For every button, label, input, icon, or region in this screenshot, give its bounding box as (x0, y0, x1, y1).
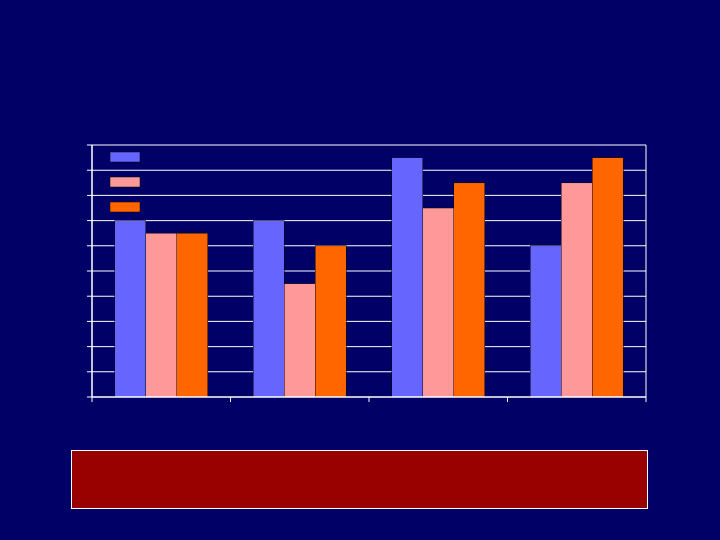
bar-series-3-category-1 (176, 232, 208, 398)
bars (114, 157, 624, 398)
bar-series-1-category-3 (391, 157, 423, 398)
bar-series-1-category-4 (530, 245, 562, 398)
bar-series-1-category-1 (114, 220, 146, 398)
legend-swatch-1 (109, 151, 141, 163)
legend-swatch-3 (109, 201, 141, 213)
bar-series-3-category-4 (592, 157, 624, 398)
bar-series-3-category-2 (315, 245, 347, 398)
bar-series-2-category-1 (145, 232, 177, 398)
bar-series-2-category-4 (561, 182, 593, 398)
bar-series-3-category-3 (453, 182, 485, 398)
caption-box (71, 450, 648, 509)
axes (87, 144, 647, 402)
bar-series-2-category-2 (284, 283, 316, 398)
legend (109, 151, 141, 213)
legend-swatch-2 (109, 176, 141, 188)
bar-series-1-category-2 (253, 220, 285, 398)
bar-series-2-category-3 (422, 207, 454, 398)
